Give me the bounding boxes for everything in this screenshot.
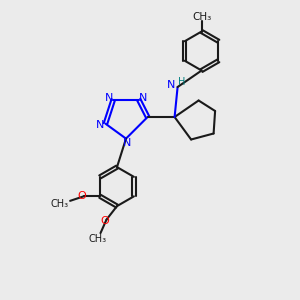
Text: CH₃: CH₃ bbox=[192, 11, 211, 22]
Text: CH₃: CH₃ bbox=[51, 199, 69, 209]
Text: N: N bbox=[123, 138, 132, 148]
Text: N: N bbox=[96, 120, 104, 130]
Text: O: O bbox=[100, 216, 109, 226]
Text: N: N bbox=[139, 93, 147, 103]
Text: N: N bbox=[105, 93, 113, 103]
Text: H: H bbox=[178, 76, 185, 87]
Text: CH₃: CH₃ bbox=[88, 234, 106, 244]
Text: N: N bbox=[167, 80, 175, 90]
Text: O: O bbox=[78, 191, 86, 201]
